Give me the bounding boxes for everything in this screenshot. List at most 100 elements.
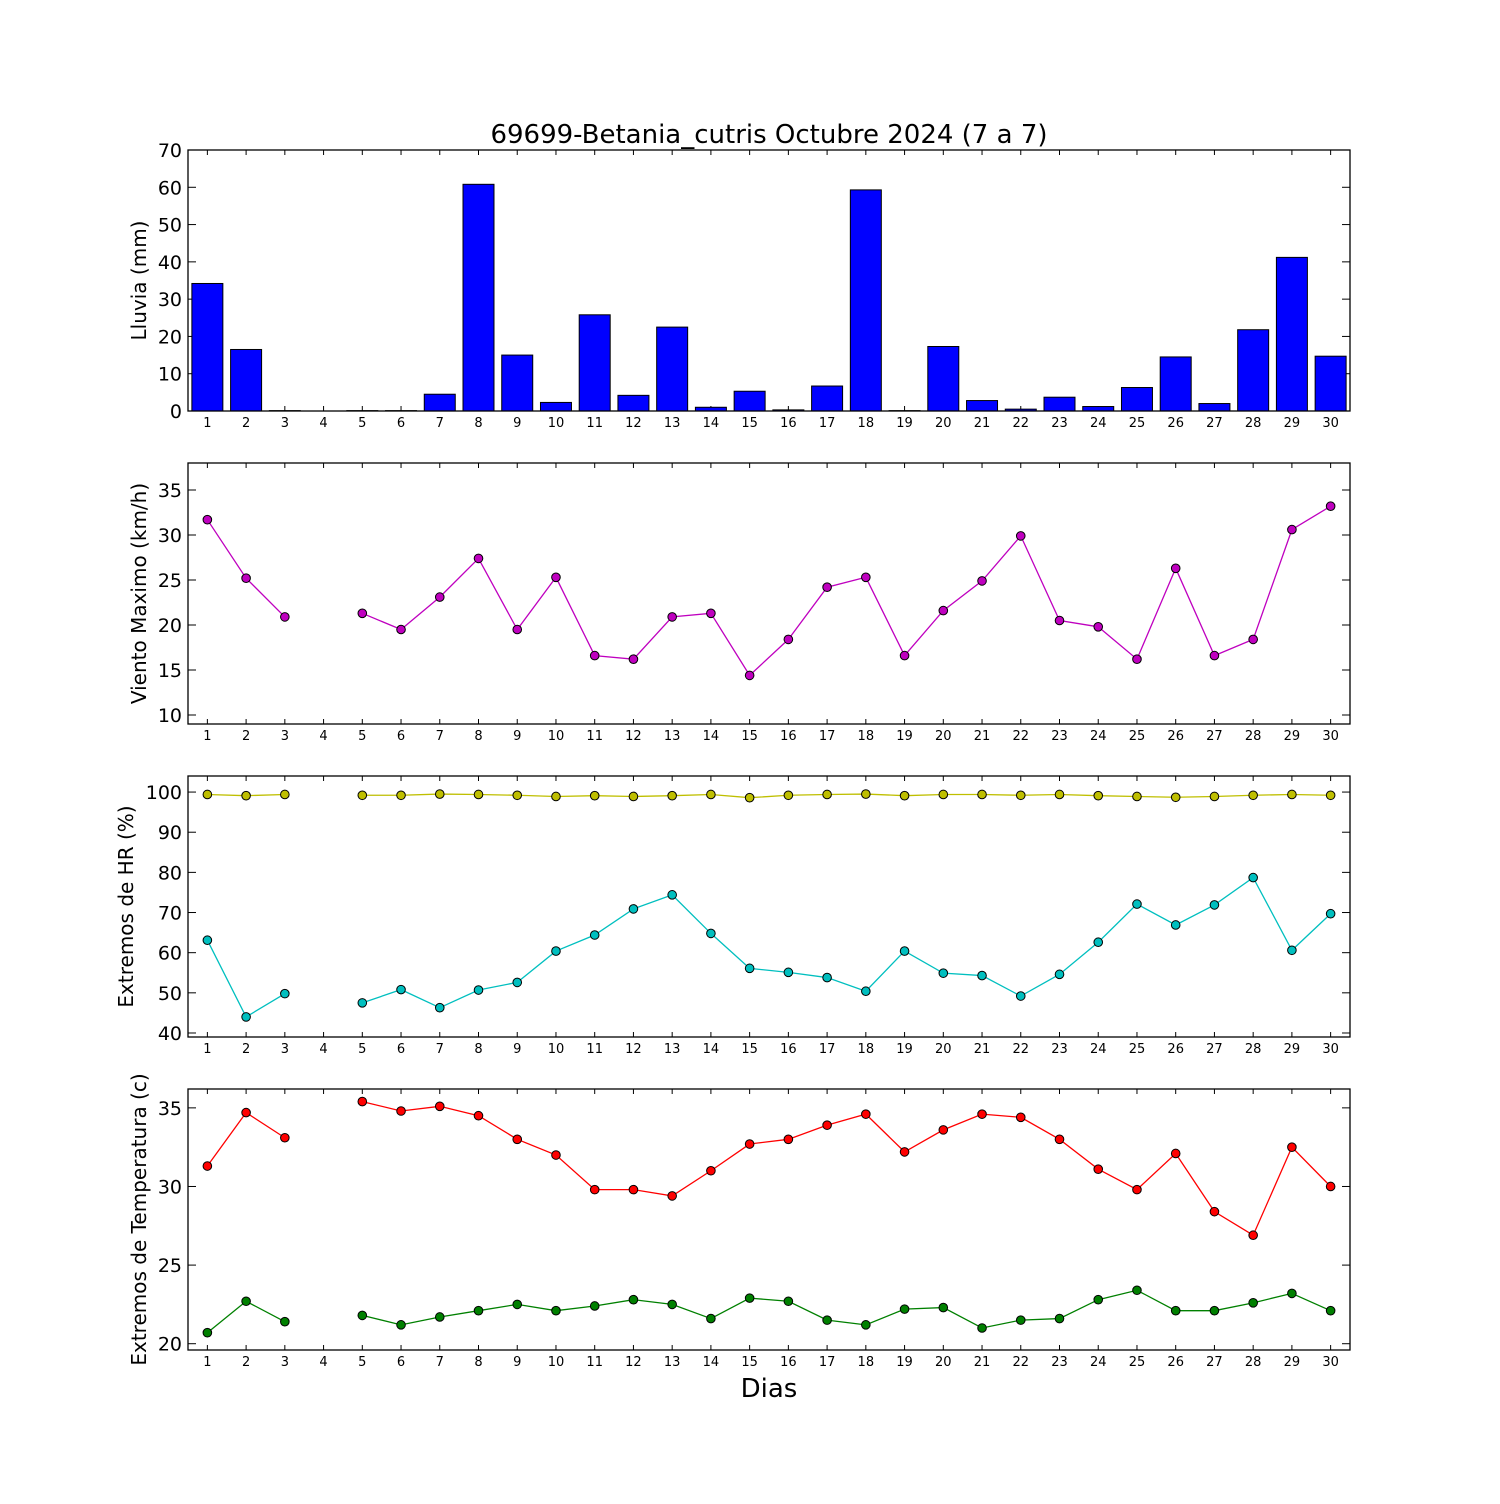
data-point	[1288, 1289, 1297, 1298]
data-point	[203, 936, 212, 945]
x-tick-label: 3	[281, 729, 289, 744]
data-point	[1249, 635, 1258, 644]
x-tick-label: 30	[1322, 1355, 1339, 1370]
x-tick-label: 19	[896, 1042, 913, 1057]
data-point	[1288, 1143, 1297, 1152]
data-point	[784, 791, 793, 800]
x-tick-label: 4	[319, 416, 327, 431]
x-tick-label: 18	[858, 1355, 875, 1370]
x-tick-label: 25	[1129, 1042, 1146, 1057]
y-axis-label: Extremos de Temperatura (c)	[127, 1073, 151, 1365]
data-point	[1249, 873, 1258, 882]
data-point	[1249, 1231, 1258, 1240]
data-point	[281, 989, 290, 998]
x-tick-label: 26	[1167, 729, 1184, 744]
bar	[734, 391, 765, 411]
data-point	[745, 793, 754, 802]
data-point	[513, 625, 522, 634]
data-point	[1326, 1306, 1335, 1315]
x-tick-label: 29	[1284, 416, 1301, 431]
data-point	[862, 1321, 871, 1330]
data-point	[1326, 502, 1335, 511]
data-point	[1210, 792, 1219, 801]
data-point	[1094, 1295, 1103, 1304]
x-tick-label: 3	[281, 416, 289, 431]
x-tick-label: 26	[1167, 416, 1184, 431]
x-tick-label: 25	[1129, 416, 1146, 431]
bar	[1121, 388, 1152, 411]
x-tick-label: 30	[1322, 416, 1339, 431]
bar	[424, 394, 455, 411]
x-tick-label: 24	[1090, 416, 1107, 431]
x-tick-label: 5	[358, 416, 366, 431]
data-point	[397, 1107, 406, 1116]
x-tick-label: 3	[281, 1355, 289, 1370]
data-point	[1055, 616, 1064, 625]
y-tick-label: 90	[158, 822, 182, 844]
data-point	[435, 1003, 444, 1012]
data-point	[590, 931, 599, 940]
bar	[928, 346, 959, 411]
data-point	[1133, 900, 1142, 909]
bar	[192, 283, 223, 411]
data-point	[629, 1295, 638, 1304]
data-point	[1133, 1286, 1142, 1295]
x-tick-label: 7	[436, 416, 444, 431]
x-tick-label: 13	[664, 1042, 681, 1057]
data-point	[1288, 790, 1297, 799]
x-tick-label: 23	[1051, 416, 1068, 431]
y-tick-label: 40	[158, 252, 182, 274]
data-point	[1171, 793, 1180, 802]
data-point	[1326, 909, 1335, 918]
data-point	[823, 1316, 832, 1325]
x-tick-label: 20	[935, 729, 952, 744]
data-point	[823, 790, 832, 799]
data-point	[1016, 532, 1025, 541]
y-tick-label: 20	[158, 326, 182, 348]
data-point	[474, 554, 483, 563]
x-tick-label: 16	[780, 729, 797, 744]
bar	[1315, 356, 1346, 411]
data-point	[552, 947, 561, 956]
x-tick-label: 19	[896, 729, 913, 744]
x-tick-label: 18	[858, 1042, 875, 1057]
y-axis-label: Extremos de HR (%)	[114, 805, 138, 1007]
bar	[463, 184, 494, 411]
y-tick-label: 100	[146, 782, 182, 804]
data-point	[1055, 1135, 1064, 1144]
data-point	[862, 987, 871, 996]
data-point	[1094, 623, 1103, 632]
data-point	[358, 1311, 367, 1320]
data-point	[707, 790, 716, 799]
data-point	[900, 1305, 909, 1314]
y-tick-label: 10	[158, 364, 182, 386]
x-tick-label: 21	[974, 729, 991, 744]
y-axis-label: Viento Maximo (km/h)	[127, 483, 151, 704]
x-tick-label: 30	[1322, 1042, 1339, 1057]
y-tick-label: 30	[158, 525, 182, 547]
x-tick-label: 29	[1284, 729, 1301, 744]
x-tick-label: 9	[513, 416, 521, 431]
data-point	[358, 999, 367, 1008]
x-tick-label: 19	[896, 416, 913, 431]
data-point	[978, 1110, 987, 1119]
x-tick-label: 28	[1245, 1042, 1262, 1057]
x-tick-label: 22	[1012, 729, 1029, 744]
x-tick-label: 28	[1245, 729, 1262, 744]
data-point	[590, 1185, 599, 1194]
data-point	[1326, 791, 1335, 800]
x-tick-label: 12	[625, 1042, 642, 1057]
data-point	[397, 985, 406, 994]
bar	[850, 190, 881, 411]
x-tick-label: 13	[664, 416, 681, 431]
data-point	[745, 1140, 754, 1149]
x-tick-label: 6	[397, 729, 405, 744]
data-point	[435, 1313, 444, 1322]
x-tick-label: 8	[474, 729, 482, 744]
data-point	[590, 791, 599, 800]
x-tick-label: 27	[1206, 1042, 1223, 1057]
bar	[1238, 330, 1269, 411]
x-tick-label: 25	[1129, 729, 1146, 744]
data-point	[823, 1121, 832, 1130]
x-tick-label: 23	[1051, 729, 1068, 744]
